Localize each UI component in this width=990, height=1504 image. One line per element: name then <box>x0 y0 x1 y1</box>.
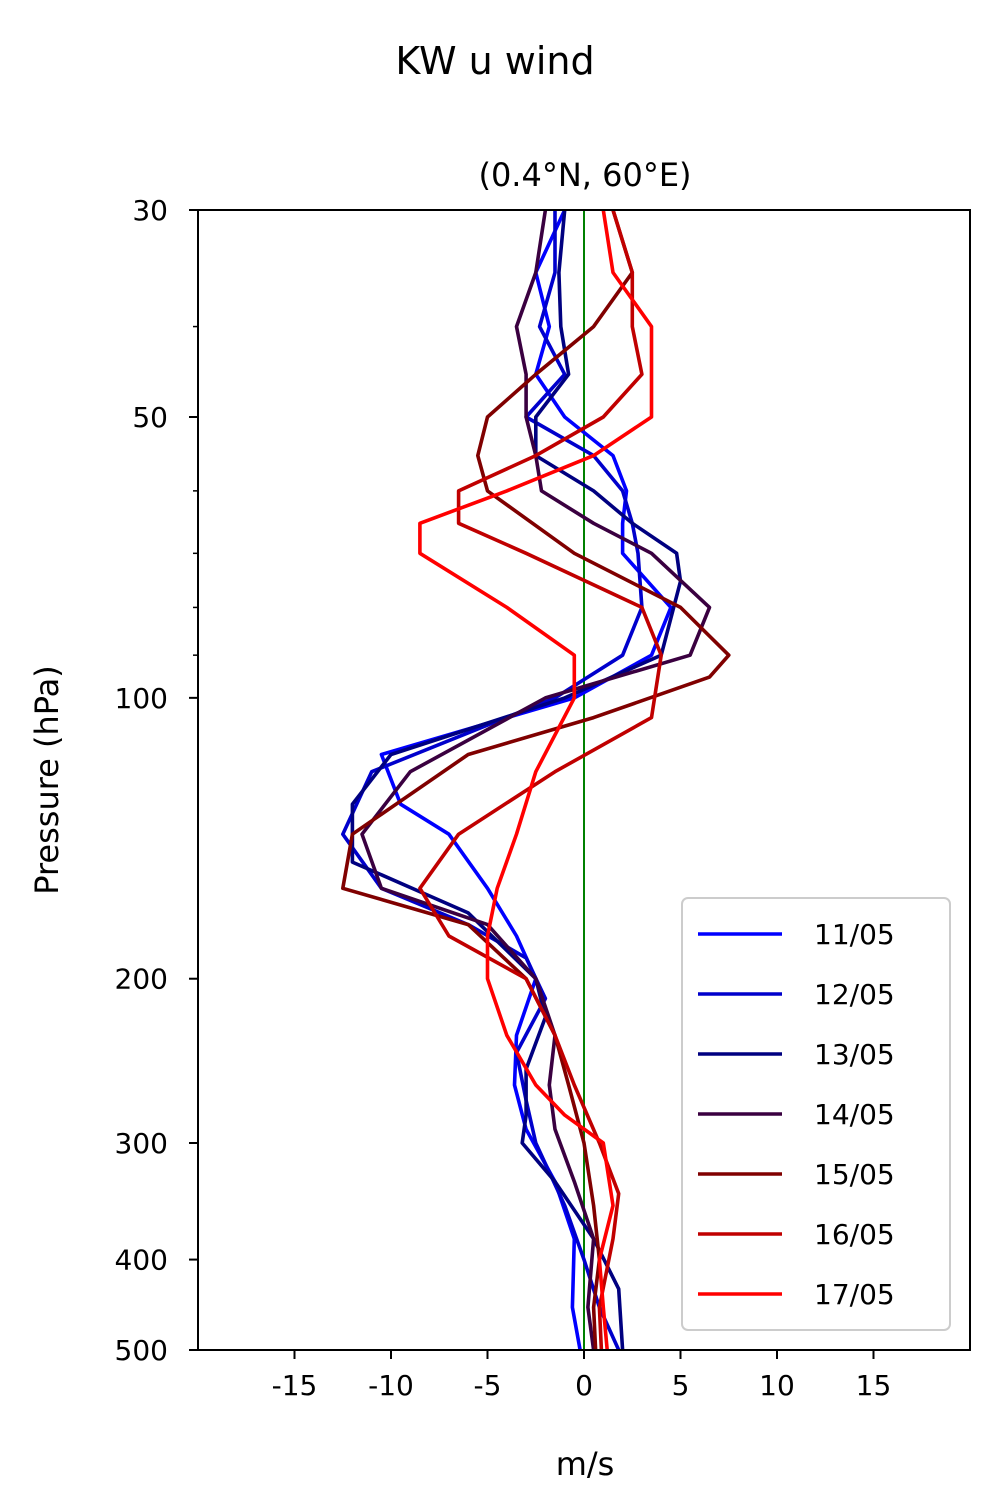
y-axis-label: Pressure (hPa) <box>28 665 66 895</box>
legend-label: 17/05 <box>814 1278 895 1311</box>
y-tick-label: 300 <box>115 1127 168 1160</box>
legend-label: 11/05 <box>814 918 895 951</box>
x-tick-label: -10 <box>368 1369 414 1402</box>
legend-label: 15/05 <box>814 1158 895 1191</box>
y-tick-label: 500 <box>115 1334 168 1367</box>
series-line-12-05 <box>340 210 644 1350</box>
x-tick-label: 0 <box>575 1369 593 1402</box>
axes-subtitle: (0.4°N, 60°E) <box>478 156 691 194</box>
legend-label: 14/05 <box>814 1098 895 1131</box>
series-line-16-05 <box>418 210 664 1350</box>
series-line-14-05 <box>360 210 712 1350</box>
series-line-13-05 <box>350 210 683 1350</box>
x-tick-label: -5 <box>474 1369 502 1402</box>
x-tick-label: 15 <box>856 1369 892 1402</box>
legend-label: 13/05 <box>814 1038 895 1071</box>
y-tick-label: 400 <box>115 1244 168 1277</box>
legend-label: 16/05 <box>814 1218 895 1251</box>
y-tick-label: 100 <box>115 682 168 715</box>
x-axis-label: m/s <box>556 1445 615 1483</box>
figure-title: KW u wind <box>395 39 594 83</box>
series-line-17-05 <box>418 210 654 1350</box>
series-line-15-05 <box>340 210 731 1350</box>
legend-box <box>681 897 951 1331</box>
series-line-11-05 <box>379 210 673 1350</box>
x-tick-label: 10 <box>759 1369 795 1402</box>
series-group <box>340 210 731 1350</box>
legend-label: 12/05 <box>814 978 895 1011</box>
y-tick-label: 30 <box>132 194 168 227</box>
x-tick-label: 5 <box>672 1369 690 1402</box>
y-tick-label: 200 <box>115 963 168 996</box>
y-tick-label: 50 <box>132 401 168 434</box>
legend: 11/05 12/05 13/05 14/05 15/05 16/05 17/05 <box>681 897 951 1331</box>
x-tick-label: -15 <box>272 1369 318 1402</box>
plot-area: -15 -10 -5 0 5 10 15 30 50 100 200 300 400 500 <box>115 194 971 1402</box>
